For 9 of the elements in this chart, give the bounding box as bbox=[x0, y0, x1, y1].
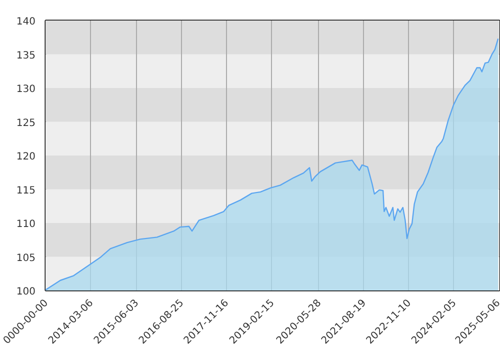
y-tick-label: 130 bbox=[16, 84, 36, 95]
y-tick-label: 140 bbox=[16, 16, 36, 28]
y-tick-label: 115 bbox=[16, 185, 36, 196]
y-tick-label: 110 bbox=[16, 219, 36, 230]
y-tick-label: 100 bbox=[16, 286, 36, 298]
y-tick-label: 120 bbox=[16, 152, 36, 162]
y-tick-label: 105 bbox=[16, 252, 36, 264]
y-tick-label: 135 bbox=[16, 50, 36, 62]
y-tick-label: 125 bbox=[16, 118, 36, 129]
